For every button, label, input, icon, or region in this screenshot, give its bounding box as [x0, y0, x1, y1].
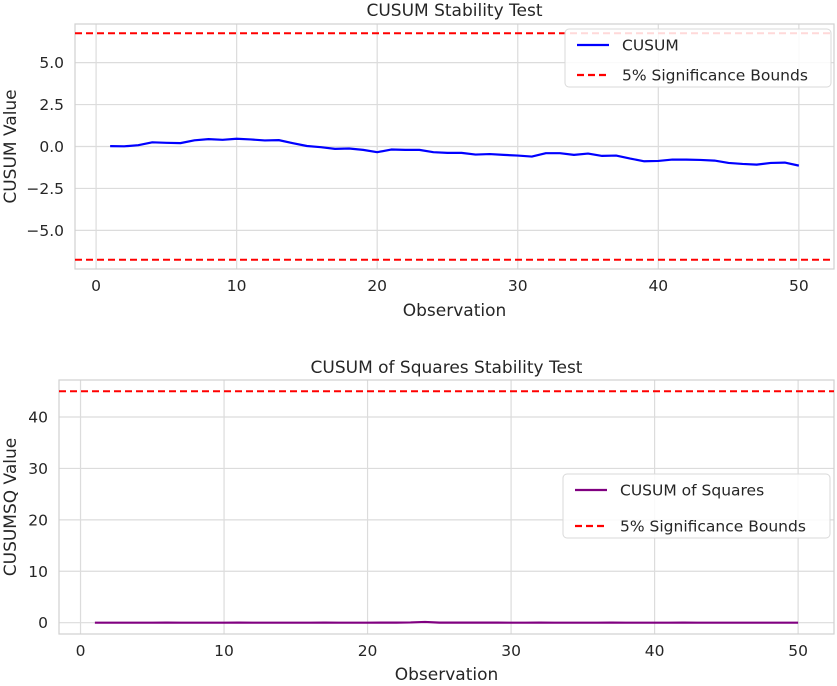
- x-tick-label: 10: [214, 642, 234, 660]
- y-axis-label: CUSUMSQ Value: [1, 438, 21, 576]
- y-tick-label: 5.0: [39, 54, 64, 72]
- y-tick-label: 30: [28, 460, 48, 478]
- legend-label: 5% Significance Bounds: [620, 518, 806, 536]
- chart-title: CUSUM Stability Test: [366, 1, 542, 21]
- x-tick-label: 0: [91, 277, 101, 295]
- x-tick-label: 50: [789, 277, 809, 295]
- y-tick-label: 0.0: [39, 138, 64, 156]
- y-tick-label: −5.0: [26, 222, 64, 240]
- plot-area: [58, 379, 835, 635]
- x-axis-label: Observation: [395, 665, 499, 682]
- legend-label: 5% Significance Bounds: [622, 67, 808, 85]
- x-tick-label: 10: [227, 277, 247, 295]
- x-tick-label: 40: [645, 642, 665, 660]
- y-tick-label: 0: [38, 614, 48, 632]
- x-tick-label: 40: [648, 277, 668, 295]
- y-tick-label: 10: [28, 563, 48, 581]
- x-tick-label: 20: [358, 642, 378, 660]
- x-tick-label: 0: [76, 642, 86, 660]
- legend-label: CUSUM: [622, 37, 679, 55]
- chart-title: CUSUM of Squares Stability Test: [311, 358, 583, 378]
- legend-box: [564, 28, 832, 88]
- series-line-cusum-of-squares: [94, 620, 799, 624]
- x-axis-label: Observation: [403, 301, 507, 321]
- y-axis-label: CUSUM Value: [1, 89, 21, 203]
- series-line-cusum: [110, 137, 800, 167]
- plot-area: [74, 23, 835, 270]
- y-tick-label: 2.5: [39, 96, 64, 114]
- x-tick-label: 30: [508, 277, 528, 295]
- y-tick-label: −2.5: [26, 180, 64, 198]
- x-tick-label: 50: [788, 642, 808, 660]
- y-tick-label: 40: [28, 409, 48, 427]
- legend-box: [562, 473, 831, 539]
- y-tick-label: 20: [28, 511, 48, 529]
- x-tick-label: 20: [367, 277, 387, 295]
- legend-label: CUSUM of Squares: [620, 482, 764, 500]
- x-tick-label: 30: [501, 642, 521, 660]
